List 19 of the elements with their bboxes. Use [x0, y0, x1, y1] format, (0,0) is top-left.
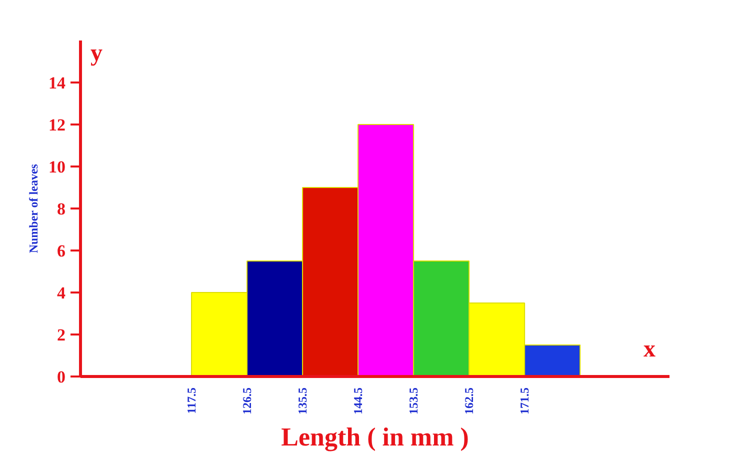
x-tick-label: 153.5 — [406, 388, 421, 414]
y-tick-label: 14 — [48, 74, 66, 92]
y-tick-label: 4 — [57, 284, 66, 302]
annotation: y — [90, 40, 102, 66]
y-tick-label: 12 — [48, 116, 66, 134]
y-tick-label: 8 — [57, 200, 66, 218]
x-tick-label: 162.5 — [462, 388, 476, 414]
x-tick-label: 117.5 — [184, 387, 199, 414]
y-tick-label: 2 — [57, 326, 66, 344]
y-tick-label: 0 — [57, 368, 66, 386]
x-tick-label: 171.5 — [518, 388, 532, 414]
x-axis-title: Length ( in mm ) — [281, 422, 469, 452]
x-tick-label: 126.5 — [240, 388, 254, 414]
y-tick-label: 10 — [48, 158, 66, 176]
y-tick-label: 6 — [57, 242, 66, 260]
y-axis-title: Number of leaves — [26, 164, 40, 254]
x-tick-label: 135.5 — [296, 388, 310, 414]
annotation: x — [644, 336, 656, 362]
x-tick-label: 144.5 — [351, 388, 366, 414]
